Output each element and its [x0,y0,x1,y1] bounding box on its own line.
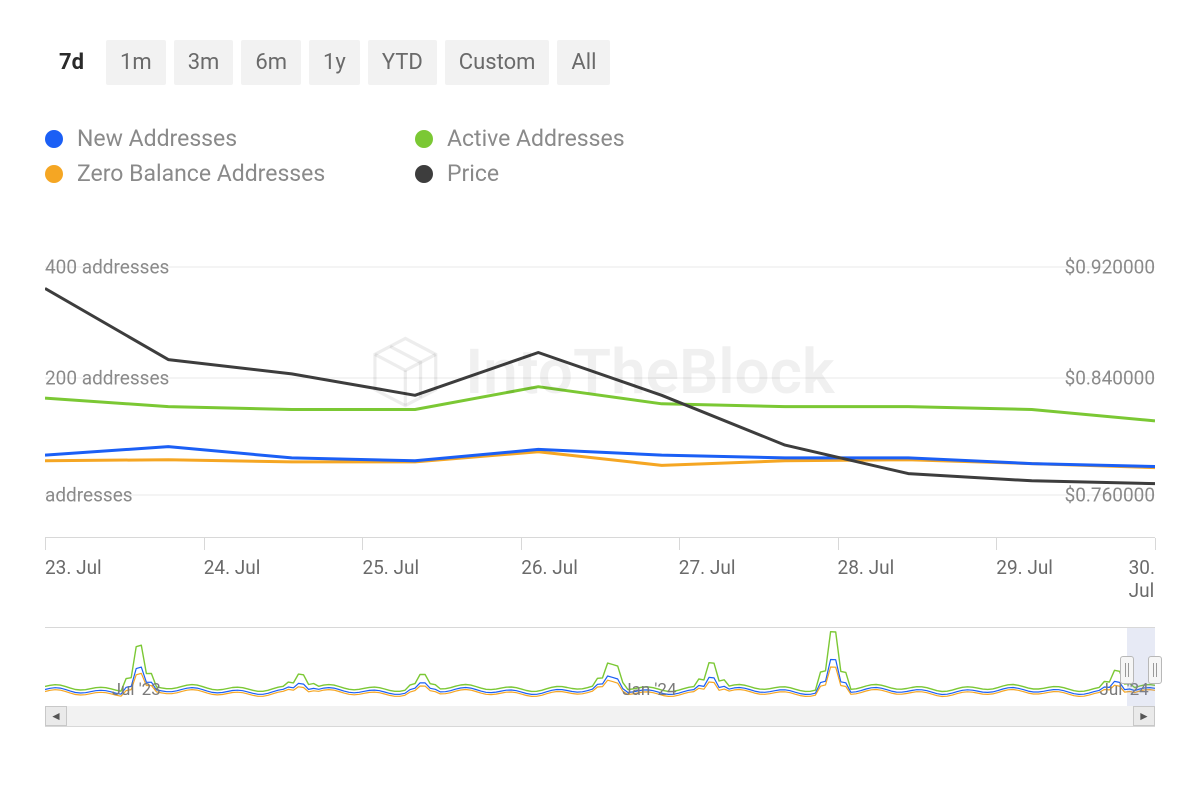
time-range-custom[interactable]: Custom [445,40,550,85]
x-tick-label: 30. Jul [1129,556,1155,602]
x-tick-label: 29. Jul [996,556,1053,579]
navigator-scrollbar[interactable]: ◄ ► [45,706,1155,726]
time-range-7d[interactable]: 7d [45,40,98,85]
legend-item-zero-balance-addresses[interactable]: Zero Balance Addresses [45,160,415,187]
time-range-6m[interactable]: 6m [241,40,301,85]
chart-svg [45,237,1155,537]
scroll-right-button[interactable]: ► [1133,706,1155,726]
legend-item-new-addresses[interactable]: New Addresses [45,125,415,152]
y-left-tick-label: addresses [45,484,133,507]
legend-dot-icon [45,165,63,183]
legend-item-price[interactable]: Price [415,160,695,187]
time-range-selector: 7d1m3m6m1yYTDCustomAll [45,40,1155,85]
y-right-tick-label: $0.760000 [1065,484,1155,507]
time-range-ytd[interactable]: YTD [368,40,437,85]
y-left-tick-label: 200 addresses [45,367,169,390]
legend-label: Zero Balance Addresses [77,160,325,187]
legend-label: New Addresses [77,125,237,152]
y-right-tick-label: $0.920000 [1065,256,1155,279]
legend-label: Active Addresses [447,125,625,152]
time-range-all[interactable]: All [557,40,610,85]
scroll-left-button[interactable]: ◄ [45,706,67,726]
navigator-range-handle-right[interactable] [1148,656,1162,684]
navigator-x-label: Jan '24 [622,680,676,700]
navigator-chart[interactable]: Jul '23Jan '24Jul '24 ◄ ► [45,627,1155,727]
navigator-svg [45,628,1155,708]
x-tick-label: 26. Jul [521,556,578,579]
x-axis: 23. Jul 24. Jul 25. Jul 26. Jul 27. Jul 28. J… [45,537,1155,587]
x-tick-label: 27. Jul [679,556,736,579]
time-range-1y[interactable]: 1y [309,40,360,85]
legend-dot-icon [415,165,433,183]
x-tick-label: 23. Jul [45,556,102,579]
chart-container: 7d1m3m6m1yYTDCustomAll New Addresses Acti… [0,0,1200,800]
y-right-tick-label: $0.840000 [1065,367,1155,390]
y-left-tick-label: 400 addresses [45,256,169,279]
time-range-1m[interactable]: 1m [106,40,166,85]
legend: New Addresses Active Addresses Zero Balanc… [45,125,1155,187]
legend-dot-icon [45,130,63,148]
x-tick-label: 28. Jul [838,556,895,579]
navigator-range-handle-left[interactable] [1120,656,1134,684]
x-tick-label: 25. Jul [362,556,419,579]
legend-dot-icon [415,130,433,148]
navigator-x-label: Jul '23 [112,680,161,700]
time-range-3m[interactable]: 3m [174,40,234,85]
main-chart: IntoTheBlock 400 addresses200 addressesa… [45,237,1155,537]
legend-label: Price [447,160,499,187]
legend-item-active-addresses[interactable]: Active Addresses [415,125,695,152]
x-tick-label: 24. Jul [204,556,261,579]
